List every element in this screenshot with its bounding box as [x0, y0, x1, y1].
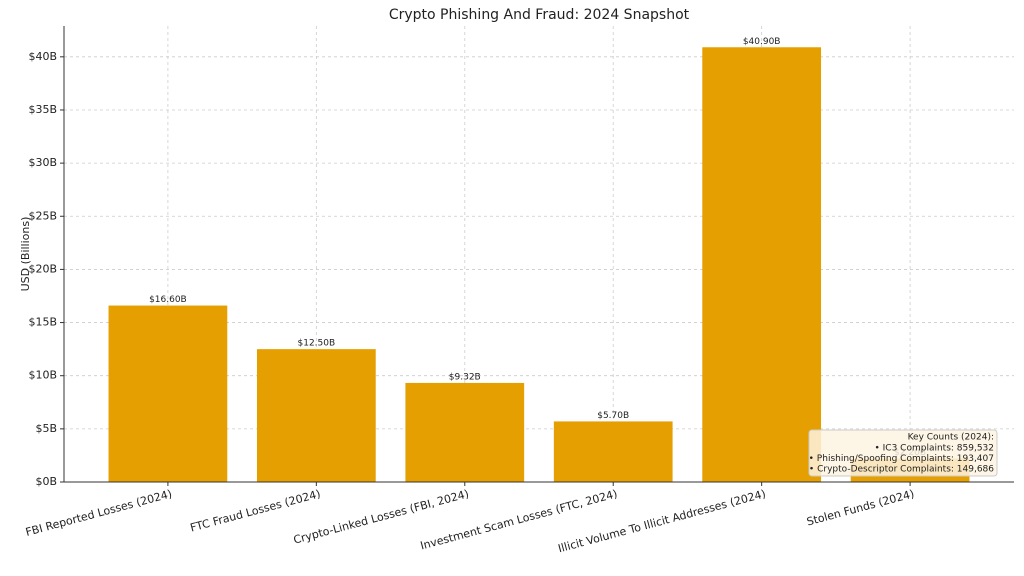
bar	[256, 349, 376, 482]
y-tick-label: $30B	[28, 156, 57, 169]
y-tick-label: $10B	[28, 369, 57, 382]
y-tick-label: $20B	[28, 262, 57, 275]
y-tick-label: $0B	[35, 475, 57, 488]
value-label: $9.32B	[449, 372, 481, 382]
y-tick-label: $5B	[35, 422, 57, 435]
y-tick-label: $35B	[28, 103, 57, 116]
annotation-title: Key Counts (2024):	[908, 433, 994, 443]
value-label: $16.60B	[149, 295, 187, 305]
value-label: $40.90B	[743, 37, 781, 47]
bar	[108, 305, 228, 482]
chart-title: Crypto Phishing And Fraud: 2024 Snapshot	[389, 7, 690, 23]
annotation-line: • Phishing/Spoofing Complaints: 193,407	[809, 454, 994, 464]
x-tick-label: FTC Fraud Losses (2024)	[189, 487, 322, 534]
x-tick-label: FBI Reported Losses (2024)	[24, 487, 173, 539]
y-axis-label: USD (Billions)	[19, 217, 32, 292]
x-tick-label: Stolen Funds (2024)	[805, 487, 915, 528]
value-label: $12.50B	[298, 339, 336, 349]
y-tick-label: $40B	[28, 50, 57, 63]
bar	[405, 382, 525, 482]
annotation-line: • Crypto-Descriptor Complaints: 149,686	[809, 465, 994, 475]
value-label: $5.70B	[597, 411, 629, 421]
annotation-line: • IC3 Complaints: 859,532	[874, 444, 994, 454]
y-tick-label: $25B	[28, 209, 57, 222]
bar	[553, 421, 673, 482]
bar	[702, 47, 822, 483]
y-tick-label: $15B	[28, 316, 57, 329]
annotation-box	[808, 429, 998, 477]
